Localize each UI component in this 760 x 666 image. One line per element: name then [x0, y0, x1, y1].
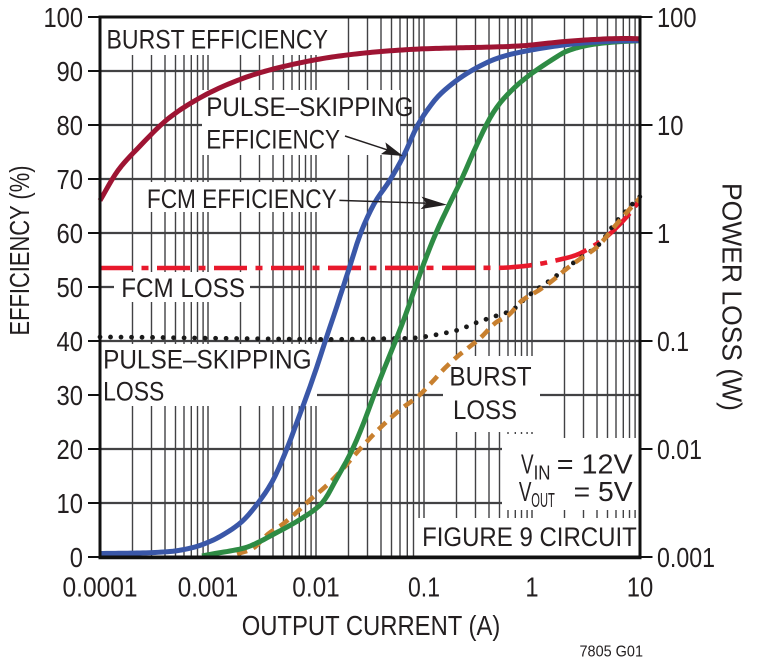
svg-text:FCM LOSS: FCM LOSS [121, 273, 245, 303]
svg-text:60: 60 [57, 218, 84, 249]
svg-text:40: 40 [57, 326, 84, 357]
svg-text:10: 10 [657, 110, 684, 141]
svg-text:PULSE–SKIPPING: PULSE–SKIPPING [206, 92, 413, 122]
svg-text:OUT: OUT [531, 490, 555, 512]
svg-text:PULSE–SKIPPING: PULSE–SKIPPING [103, 344, 312, 374]
svg-text:1: 1 [525, 572, 538, 603]
svg-text:0.001: 0.001 [657, 542, 715, 573]
svg-text:EFFICIENCY (%): EFFICIENCY (%) [4, 166, 35, 336]
svg-text:0.1: 0.1 [408, 572, 440, 603]
svg-text:V: V [521, 449, 534, 480]
svg-text:30: 30 [57, 380, 84, 411]
svg-text:0.0001: 0.0001 [63, 572, 138, 603]
svg-text:OUTPUT CURRENT (A): OUTPUT CURRENT (A) [242, 610, 501, 641]
svg-text:BURST: BURST [449, 361, 531, 391]
svg-text:0.01: 0.01 [657, 434, 702, 465]
svg-text:LOSS: LOSS [453, 395, 517, 425]
svg-text:20: 20 [57, 434, 84, 465]
svg-text:100: 100 [44, 2, 84, 33]
svg-text:0.1: 0.1 [657, 326, 689, 357]
svg-text:POWER LOSS (W): POWER LOSS (W) [717, 183, 748, 411]
svg-text:10: 10 [627, 572, 654, 603]
svg-text:1: 1 [657, 218, 670, 249]
svg-text:80: 80 [57, 110, 84, 141]
svg-text:IN: IN [534, 463, 551, 485]
svg-text:FCM EFFICIENCY: FCM EFFICIENCY [147, 184, 337, 214]
svg-text:0.001: 0.001 [178, 572, 239, 603]
svg-text:BURST EFFICIENCY: BURST EFFICIENCY [107, 24, 329, 54]
svg-text:EFFICIENCY: EFFICIENCY [206, 125, 340, 155]
svg-text:50: 50 [57, 272, 84, 303]
svg-text:= 12V: = 12V [557, 449, 633, 480]
svg-text:90: 90 [57, 56, 84, 87]
svg-text:70: 70 [57, 164, 84, 195]
svg-text:7805 G01: 7805 G01 [580, 644, 644, 661]
svg-text:LOSS: LOSS [103, 377, 164, 407]
svg-text:0.01: 0.01 [292, 572, 340, 603]
svg-text:= 5V: = 5V [574, 476, 633, 507]
svg-text:V: V [519, 476, 532, 507]
svg-text:0: 0 [70, 542, 83, 573]
svg-text:10: 10 [57, 488, 84, 519]
svg-text:100: 100 [657, 2, 697, 33]
svg-text:FIGURE 9 CIRCUIT: FIGURE 9 CIRCUIT [422, 522, 637, 552]
